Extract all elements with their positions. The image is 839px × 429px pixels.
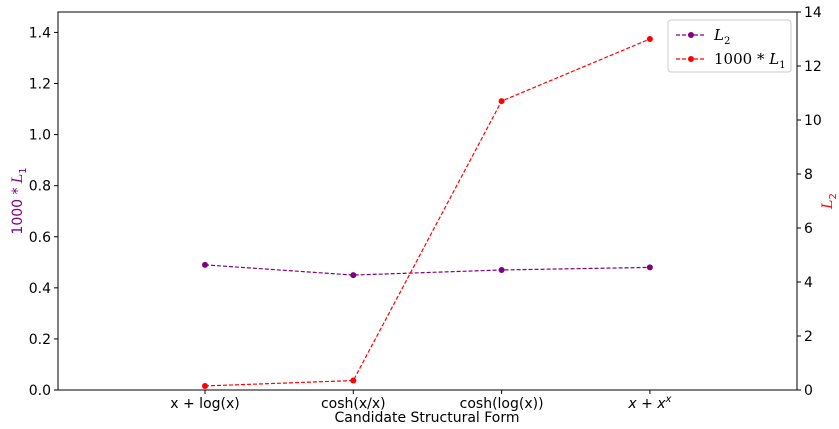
left-y-tick-label: 0.2 (29, 332, 51, 348)
right-y-tick-label: 12 (804, 59, 822, 75)
series-line (204, 38, 651, 387)
legend-entry: 1000 * L1 (676, 50, 786, 71)
series-1000-l1 (202, 36, 653, 389)
data-point (202, 382, 208, 389)
data-point (646, 36, 653, 42)
legend-entry: L2 (676, 26, 730, 47)
right-y-tick-label: 10 (804, 113, 822, 129)
x-tick-label: x + log(x) (170, 396, 239, 412)
x-axis-ticks: x + log(x) cosh(x/x) cosh(log(x)) x + xx (170, 390, 672, 412)
right-y-tick-label: 6 (804, 221, 813, 237)
right-y-axis-title: L2 (820, 193, 839, 210)
data-point (498, 266, 505, 273)
series-line (204, 264, 650, 276)
left-y-tick-label: 1.0 (29, 128, 51, 144)
legend-label: L2 (713, 26, 730, 47)
data-point (350, 272, 357, 279)
x-tick-label: cosh(log(x)) (460, 396, 544, 412)
left-y-tick-label: 1.2 (29, 77, 51, 93)
series-l2 (202, 261, 653, 279)
x-tick-label: cosh(x/x) (321, 396, 386, 412)
legend-box (667, 19, 792, 73)
left-y-tick-label: 1.4 (29, 25, 51, 41)
right-y-tick-label: 2 (804, 329, 813, 345)
right-y-tick-label: 8 (804, 167, 813, 183)
series-layer (202, 36, 653, 389)
right-y-tick-label: 0 (804, 383, 813, 399)
right-y-tick-label: 4 (804, 275, 813, 291)
left-y-tick-label: 0.6 (29, 230, 51, 246)
data-point (202, 261, 208, 268)
legend-label: 1000 * L1 (714, 50, 786, 71)
right-y-axis-ticks: 0 2 4 6 8 10 12 14 (797, 5, 822, 399)
data-point (646, 264, 653, 271)
legend-marker (688, 56, 694, 62)
x-axis-title: Candidate Structural Form (334, 410, 519, 426)
left-y-axis-ticks: 0.0 0.2 0.4 0.6 0.8 1.0 1.2 1.4 (29, 25, 58, 399)
plot-frame (57, 11, 798, 391)
right-y-tick-label: 14 (804, 5, 822, 21)
data-point (350, 377, 357, 384)
data-point (498, 98, 505, 105)
left-y-tick-label: 0.8 (29, 179, 51, 195)
left-y-tick-label: 0.4 (29, 281, 51, 297)
plot-area (57, 11, 798, 391)
left-y-tick-label: 0.0 (29, 383, 51, 399)
legend: L2 1000 * L1 (667, 19, 792, 73)
legend-marker (688, 32, 694, 38)
x-tick-label: x + xx (627, 394, 671, 412)
left-y-axis-title: 1000 * L1 (10, 167, 29, 234)
